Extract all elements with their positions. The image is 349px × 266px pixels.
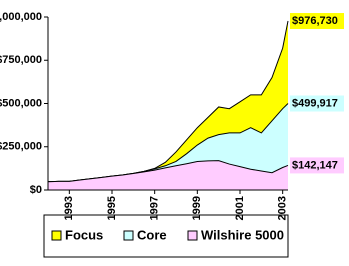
area-line — [47, 160, 289, 183]
x-tick-label: 1995 — [106, 196, 118, 220]
y-tick-label: $1,000,000 — [0, 11, 42, 23]
legend-swatch — [51, 230, 62, 241]
y-tick-label: $500,000 — [0, 97, 42, 109]
x-tick-label: 1993 — [63, 196, 75, 220]
value-label-bg — [290, 95, 344, 112]
value-label: $976,730 — [292, 15, 338, 27]
value-label-bg — [290, 157, 344, 174]
value-label: $142,147 — [292, 159, 338, 171]
legend-swatch — [123, 230, 134, 241]
y-tick-label: $750,000 — [0, 54, 42, 66]
y-tick-label: $250,000 — [0, 141, 42, 153]
x-tick-label: 2003 — [277, 196, 289, 220]
x-tick-label: 1997 — [149, 196, 161, 220]
legend-label: Core — [137, 227, 167, 242]
value-label-bg — [290, 13, 344, 30]
y-tick-label: $0 — [30, 184, 42, 196]
value-label: $499,917 — [292, 97, 338, 109]
x-tick-label: 1999 — [191, 196, 203, 220]
area — [48, 160, 288, 190]
legend-box — [43, 214, 289, 258]
x-tick-label: 2001 — [234, 196, 246, 220]
legend-swatch — [187, 230, 198, 241]
legend-label: Wilshire 5000 — [201, 227, 284, 242]
legend-label: Focus — [65, 227, 103, 242]
